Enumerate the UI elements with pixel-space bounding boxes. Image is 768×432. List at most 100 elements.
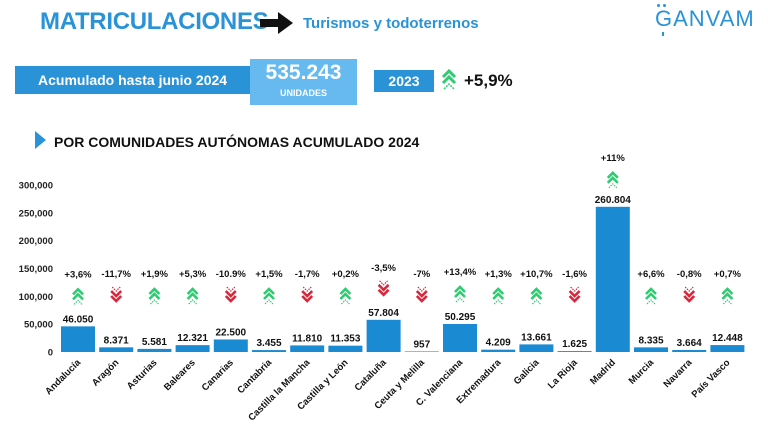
- increase-arrow-icon: [72, 287, 84, 301]
- x-tick-label: La Rioja: [546, 357, 580, 391]
- change-label: +0,2%: [332, 269, 360, 280]
- x-tick-label: Cataluña: [353, 357, 390, 394]
- change-label: -1,6%: [562, 269, 587, 280]
- decrease-arrow-icon: [568, 290, 581, 303]
- brand-logo-dots: [657, 4, 667, 8]
- arrow-trail-icon: [646, 299, 656, 305]
- increase-arrow-icon: [441, 68, 457, 90]
- arrow-trail-icon: [379, 280, 389, 286]
- bar: [366, 319, 401, 352]
- arrow-trail-icon: [570, 286, 580, 292]
- bar: [557, 351, 592, 352]
- units-value: 535.243: [265, 61, 342, 84]
- data-label: 12.448: [712, 333, 743, 344]
- section-title: POR COMUNIDADES AUTÓNOMAS ACUMULADO 2024: [54, 134, 420, 150]
- units-label: UNIDADES: [279, 88, 327, 98]
- increase-arrow-icon: [186, 287, 199, 300]
- accumulated-label: Acumulado hasta junio 2024: [38, 72, 228, 88]
- y-tick-label: 300,000: [19, 181, 53, 192]
- year-change: +5,9%: [464, 71, 513, 90]
- data-label: 8.335: [638, 335, 663, 346]
- page-title: MATRICULACIONES: [40, 8, 269, 35]
- change-label: +5,3%: [179, 269, 207, 280]
- arrow-right-icon: [260, 12, 293, 34]
- change-label: +11%: [601, 153, 626, 164]
- accumulated-box: [15, 66, 250, 94]
- decrease-arrow-icon: [301, 290, 314, 303]
- bar: [443, 324, 477, 352]
- arrow-trail-icon: [188, 299, 198, 305]
- x-tick-label: Baleares: [162, 357, 198, 393]
- y-tick-label: 50,000: [24, 320, 53, 331]
- data-label: 260.804: [595, 195, 632, 206]
- x-tick-label: Cantabria: [235, 357, 274, 396]
- data-label: 50.295: [445, 312, 476, 323]
- decrease-arrow-icon: [110, 290, 123, 303]
- bar: [634, 347, 668, 352]
- arrow-trail-icon: [722, 299, 732, 305]
- x-tick-label: Navarra: [662, 357, 695, 390]
- brand-logo-tail: [662, 32, 664, 36]
- year-box: [374, 70, 434, 92]
- arrow-trail-icon: [302, 286, 312, 292]
- increase-arrow-icon: [492, 287, 505, 300]
- increase-arrow-icon: [721, 287, 734, 300]
- bar: [404, 351, 439, 352]
- change-label: -10.9%: [216, 269, 247, 280]
- brand-logo: GANVAM: [655, 6, 755, 31]
- bar: [137, 348, 172, 352]
- bar: [328, 345, 363, 352]
- arrow-trail-icon: [111, 286, 121, 292]
- bar: [481, 349, 516, 352]
- increase-arrow-icon: [148, 287, 161, 300]
- data-label: 5.581: [142, 337, 167, 348]
- change-label: +10,7%: [520, 269, 553, 280]
- y-tick-label: 0: [48, 348, 53, 359]
- decrease-arrow-icon: [377, 283, 390, 297]
- x-tick-label: Murcia: [627, 357, 657, 387]
- arrow-trail-icon: [264, 299, 274, 305]
- data-label: 3.455: [256, 338, 281, 349]
- data-label: 46.050: [63, 314, 94, 325]
- decrease-arrow-icon: [415, 290, 428, 303]
- x-tick-label: País Vasco: [690, 357, 733, 400]
- change-label: +13,4%: [444, 267, 477, 278]
- bar: [519, 344, 554, 352]
- arrow-trail-icon: [493, 299, 503, 305]
- data-label: 22.500: [216, 327, 247, 338]
- data-label: 957: [413, 339, 430, 350]
- x-tick-label: Andalucía: [43, 357, 83, 397]
- change-label: -7%: [413, 269, 430, 280]
- change-label: +1,3%: [485, 269, 513, 280]
- y-tick-label: 100,000: [19, 292, 53, 303]
- bar: [710, 345, 745, 352]
- increase-arrow-icon: [454, 285, 466, 298]
- increase-arrow-icon: [530, 287, 543, 300]
- bar: [213, 339, 248, 352]
- change-label: +6,6%: [637, 269, 665, 280]
- increase-arrow-icon: [339, 287, 352, 300]
- y-tick-label: 200,000: [19, 236, 53, 247]
- change-label: -11,7%: [101, 269, 131, 280]
- decrease-arrow-icon: [683, 290, 696, 303]
- year-label: 2023: [388, 73, 420, 89]
- data-label: 11.353: [330, 334, 360, 345]
- bar: [672, 349, 707, 352]
- arrow-trail-icon: [340, 299, 350, 305]
- bar: [290, 345, 325, 352]
- data-label: 3.664: [677, 338, 702, 349]
- arrow-trail-icon: [684, 286, 694, 292]
- bar: [99, 347, 134, 352]
- y-tick-label: 250,000: [19, 208, 53, 219]
- x-tick-label: Galicia: [512, 357, 542, 387]
- data-label: 8.371: [104, 335, 129, 346]
- bar: [175, 345, 210, 352]
- increase-arrow-icon: [263, 287, 275, 300]
- arrow-trail-icon: [417, 286, 427, 292]
- page-subtitle: Turismos y todoterrenos: [303, 15, 479, 32]
- change-label: +0,7%: [714, 269, 742, 280]
- change-label: -3,5%: [371, 263, 396, 274]
- bar: [595, 206, 630, 352]
- data-label: 13.661: [521, 332, 552, 343]
- bar: [252, 350, 286, 352]
